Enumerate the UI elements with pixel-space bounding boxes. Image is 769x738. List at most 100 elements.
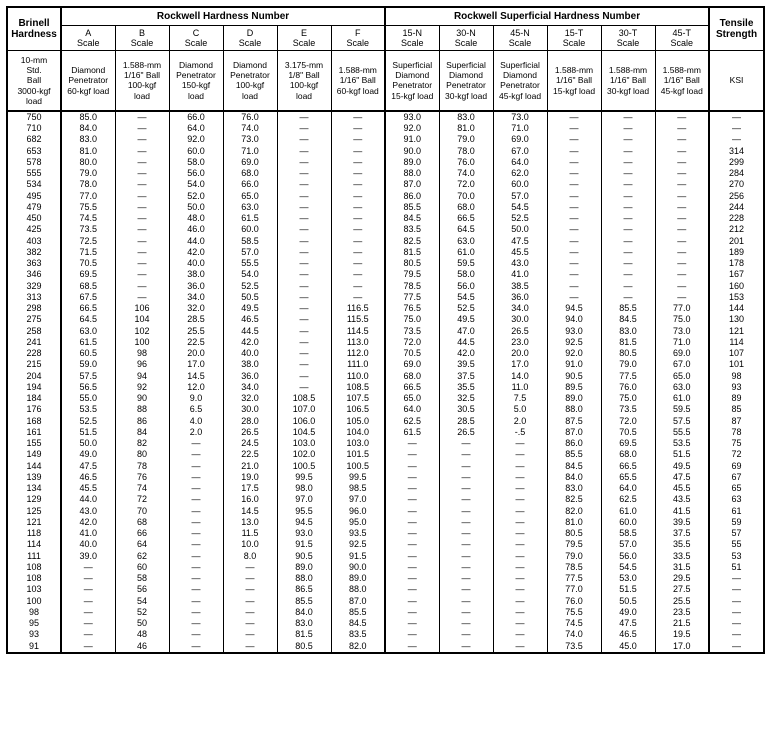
cell: 76.0 (547, 596, 601, 607)
cell: 53.5 (61, 404, 115, 415)
cell: 201 (709, 236, 764, 247)
cell: 10.0 (223, 539, 277, 550)
cell: — (655, 269, 709, 280)
cell: 64 (115, 539, 169, 550)
cell: 63 (709, 494, 764, 505)
cell: 144 (7, 461, 61, 472)
cell: 52 (115, 607, 169, 618)
cell: 76.0 (439, 157, 493, 168)
cell: 108.5 (277, 393, 331, 404)
cell: — (115, 224, 169, 235)
cell: — (439, 629, 493, 640)
cell: — (655, 224, 709, 235)
cell: 52.5 (223, 281, 277, 292)
desc-10: 1.588-mm1/16" Ball30-kgf load (601, 51, 655, 111)
cell: 74.5 (547, 618, 601, 629)
cell: — (547, 134, 601, 145)
group-superficial: Rockwell Superficial Hardness Number (385, 7, 709, 26)
cell: 46.5 (61, 472, 115, 483)
cell: 107 (709, 348, 764, 359)
cell: 87.0 (547, 427, 601, 438)
cell: 79.5 (547, 539, 601, 550)
cell: 70.0 (439, 191, 493, 202)
cell: — (385, 562, 439, 573)
cell: 82.0 (331, 641, 385, 653)
cell: — (655, 213, 709, 224)
cell: — (277, 168, 331, 179)
cell: — (601, 292, 655, 303)
cell: 9.0 (169, 393, 223, 404)
cell: 77.0 (547, 584, 601, 595)
cell: 92.0 (547, 348, 601, 359)
desc-0: DiamondPenetrator60-kgf load (61, 51, 115, 111)
cell: — (601, 157, 655, 168)
cell: — (709, 111, 764, 123)
cell: 95.0 (331, 517, 385, 528)
cell: 98 (709, 371, 764, 382)
cell: 62.5 (385, 416, 439, 427)
cell: 25.5 (169, 326, 223, 337)
cell: — (331, 269, 385, 280)
cell: 176 (7, 404, 61, 415)
table-row: 45074.5—48.061.5——84.566.552.5———228 (7, 213, 764, 224)
cell: 90 (115, 393, 169, 404)
cell: 98.0 (277, 483, 331, 494)
cell: 21.0 (223, 461, 277, 472)
cell: — (169, 607, 223, 618)
cell: 106.5 (331, 404, 385, 415)
cell: 58 (115, 573, 169, 584)
cell: 93.5 (331, 528, 385, 539)
cell: — (547, 224, 601, 235)
cell: 53 (709, 551, 764, 562)
cell: 39.5 (439, 359, 493, 370)
cell: 37.5 (655, 528, 709, 539)
cell: — (169, 629, 223, 640)
cell: 212 (709, 224, 764, 235)
cell: 84.5 (331, 618, 385, 629)
cell: — (655, 292, 709, 303)
cell: 64.0 (385, 404, 439, 415)
cell: — (601, 269, 655, 280)
desc-11: 1.588-mm1/16" Ball45-kgf load (655, 51, 709, 111)
cell: 28.5 (439, 416, 493, 427)
cell: — (439, 584, 493, 595)
cell: 70.5 (61, 258, 115, 269)
cell: 86.0 (385, 191, 439, 202)
cell: 66 (115, 528, 169, 539)
cell: 77.5 (547, 573, 601, 584)
cell: 68.0 (385, 371, 439, 382)
cell: 450 (7, 213, 61, 224)
cell: — (331, 191, 385, 202)
cell: 578 (7, 157, 61, 168)
cell: -.5 (493, 427, 547, 438)
cell: 363 (7, 258, 61, 269)
cell: 88.0 (277, 573, 331, 584)
cell: — (493, 562, 547, 573)
cell: 70.5 (385, 348, 439, 359)
cell: 68 (115, 517, 169, 528)
cell: 59.0 (61, 359, 115, 370)
cell: 69.0 (223, 157, 277, 168)
cell: — (709, 607, 764, 618)
cell: 45.5 (61, 483, 115, 494)
cell: — (655, 134, 709, 145)
cell: 81.0 (439, 123, 493, 134)
cell: 72 (709, 449, 764, 460)
cell: 48 (115, 629, 169, 640)
cell: 87 (709, 416, 764, 427)
cell: — (385, 449, 439, 460)
cell: 28.0 (223, 416, 277, 427)
cell: 42.0 (223, 337, 277, 348)
cell: 108 (7, 573, 61, 584)
cell: — (223, 584, 277, 595)
cell: — (493, 607, 547, 618)
cell: — (61, 641, 115, 653)
cell: — (277, 111, 331, 123)
cell: 425 (7, 224, 61, 235)
cell: — (115, 179, 169, 190)
cell: 79.5 (385, 269, 439, 280)
cell: 63.0 (439, 236, 493, 247)
cell: — (385, 607, 439, 618)
cell: — (547, 202, 601, 213)
cell: 41.0 (493, 269, 547, 280)
